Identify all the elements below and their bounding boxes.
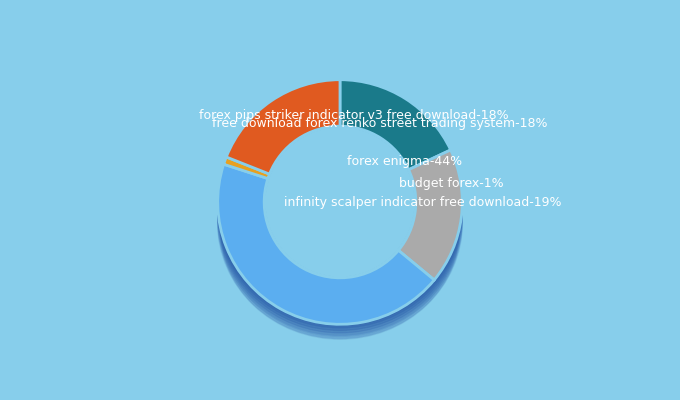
Text: forex enigma-44%: forex enigma-44% — [347, 155, 462, 168]
Ellipse shape — [220, 102, 460, 324]
Ellipse shape — [218, 95, 462, 325]
Ellipse shape — [220, 118, 460, 339]
Ellipse shape — [218, 108, 462, 338]
Ellipse shape — [220, 106, 460, 328]
Ellipse shape — [218, 100, 462, 330]
Text: free download forex renko street trading system-18%: free download forex renko street trading… — [212, 117, 547, 130]
Ellipse shape — [220, 109, 460, 330]
Ellipse shape — [218, 90, 462, 320]
Text: forex pips striker indicator v3 free download-18%: forex pips striker indicator v3 free dow… — [199, 108, 509, 122]
Ellipse shape — [220, 111, 460, 333]
Ellipse shape — [220, 113, 460, 335]
Wedge shape — [226, 80, 340, 174]
Ellipse shape — [218, 106, 462, 336]
Ellipse shape — [218, 92, 462, 322]
Ellipse shape — [218, 98, 462, 328]
Wedge shape — [398, 150, 462, 280]
Text: budget forex-1%: budget forex-1% — [398, 177, 503, 190]
Wedge shape — [224, 157, 269, 178]
Ellipse shape — [218, 103, 462, 333]
Ellipse shape — [220, 98, 460, 320]
Ellipse shape — [220, 115, 460, 337]
Ellipse shape — [220, 100, 460, 322]
Ellipse shape — [220, 104, 460, 326]
Text: infinity scalper indicator free download-19%: infinity scalper indicator free download… — [284, 196, 562, 209]
Wedge shape — [340, 80, 451, 170]
Ellipse shape — [220, 96, 460, 317]
Circle shape — [265, 127, 415, 277]
Ellipse shape — [220, 93, 460, 315]
Wedge shape — [218, 164, 435, 324]
